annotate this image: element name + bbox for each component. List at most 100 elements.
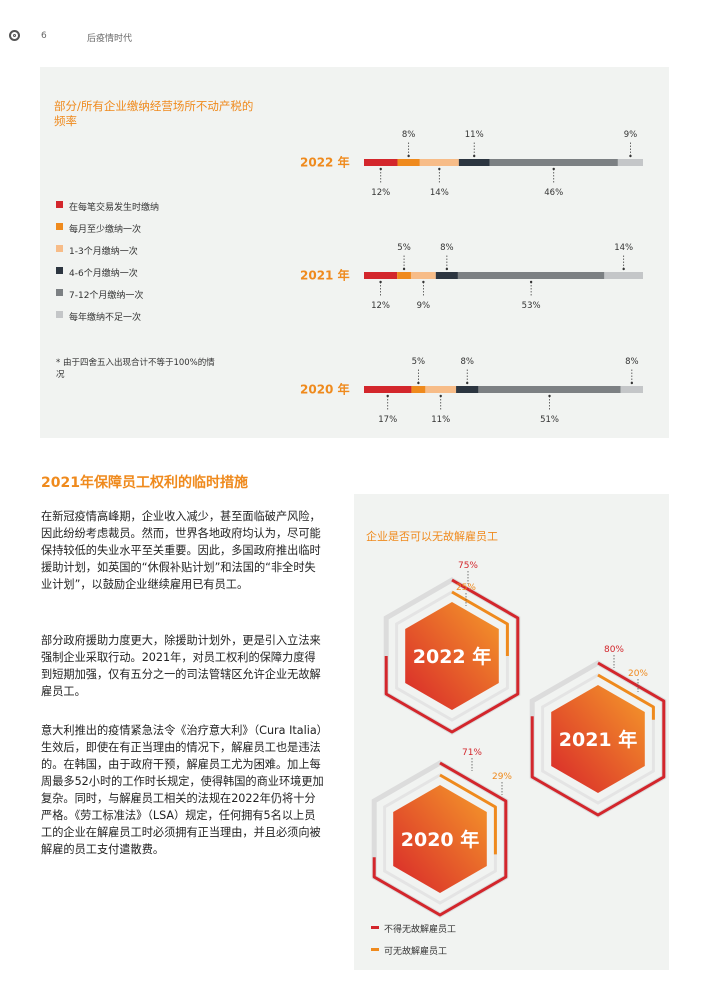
value-label: 12% [371, 188, 390, 198]
value-label: 11% [431, 415, 450, 425]
section-title: 2021年保障员工权利的临时措施 [41, 475, 248, 491]
cannot-dismiss-value: 71% [462, 748, 482, 758]
value-label: 8% [440, 243, 454, 253]
bar-segment [456, 386, 479, 393]
bar-segment [604, 272, 643, 279]
body-paragraph: 在新冠疫情高峰期，企业收入减少，甚至面临破产风险，因此纷纷考虑裁员。然而，世界各… [41, 510, 321, 591]
hex-year-label: 2020 年 [401, 828, 480, 851]
value-label: 8% [460, 357, 474, 367]
page-number: 6 [41, 31, 47, 41]
leader-dot [445, 267, 449, 271]
category-label: 2021 年 [300, 268, 350, 283]
tax-frequency-panel: 部分/所有企业缴纳经营场所不动产税的频率 在每笔交易发生时缴纳 每月至少缴纳一次… [40, 67, 669, 438]
leader-dot [402, 267, 406, 271]
bar-segment [435, 272, 458, 279]
value-label: 14% [614, 243, 633, 253]
leader-dot [438, 167, 441, 171]
dismissal-panel: 企业是否可以无故解雇员工 2022 年 75% 25% 2021 年 80% 20% 202… [354, 494, 669, 970]
bar-segment [478, 386, 621, 393]
cannot-dismiss-arc [530, 661, 666, 817]
hex-year-label: 2021 年 [559, 728, 638, 751]
cannot-dismiss-arc [384, 578, 520, 734]
bar-segment [411, 386, 426, 393]
leader-dot [379, 167, 382, 171]
value-label: 8% [625, 357, 639, 367]
can-dismiss-arc [451, 590, 509, 656]
value-label: 9% [417, 301, 431, 311]
dismissal-title: 企业是否可以无故解雇员工 [366, 530, 498, 543]
stacked-bar-chart: 2022 年 12% 8% 14% 11% 46% 9% 2021 年 12% 5% 9% 8% 53%… [300, 130, 643, 425]
bar-segment [425, 386, 457, 393]
legend-label: 可无故解雇员工 [384, 947, 448, 957]
running-title: 后疫情时代 [87, 34, 133, 44]
leader-dot [466, 381, 469, 385]
legend-swatch [56, 289, 63, 296]
leader-dot [630, 381, 634, 385]
bar-segment [397, 272, 411, 279]
leader-dot [439, 394, 442, 398]
compass-icon [9, 30, 20, 41]
year-hexagon [405, 602, 499, 710]
bar-segment [620, 386, 643, 393]
value-label: 9% [624, 130, 638, 140]
legend-label: 每年缴纳不足一次 [69, 313, 142, 323]
bar-segment [458, 159, 490, 166]
body-paragraph: 部分政府援助力度更大，除援助计划外，更是引入立法来强制企业采取行动。2021年，… [41, 634, 321, 698]
legend-swatch [56, 311, 63, 318]
bar-segment [419, 159, 459, 166]
value-label: 17% [378, 415, 397, 425]
legend-swatch [56, 223, 63, 230]
leader-dot [473, 154, 476, 158]
leader-dot [422, 280, 425, 284]
bar-segment [364, 159, 398, 166]
legend-label: 不得无故解雇员工 [384, 925, 457, 935]
legend-swatch [56, 267, 63, 274]
bar-segment [397, 159, 420, 166]
leader-dot [629, 154, 632, 158]
legend-swatch [371, 926, 379, 929]
hex-year-label: 2022 年 [413, 645, 492, 668]
bar-segment [457, 272, 605, 279]
cannot-dismiss-value: 75% [458, 561, 478, 571]
value-label: 5% [397, 243, 411, 253]
legend-swatch [56, 245, 63, 252]
leader-dot [386, 394, 389, 398]
legend-label: 在每笔交易发生时缴纳 [69, 203, 160, 213]
value-label: 8% [402, 130, 416, 140]
value-label: 51% [540, 415, 559, 425]
leader-dot [552, 167, 555, 171]
hexagon-chart: 2022 年 75% 25% 2021 年 80% 20% 2020 年 71% 29% [371, 561, 667, 918]
value-label: 11% [465, 130, 484, 140]
cannot-dismiss-value: 80% [604, 645, 624, 655]
can-dismiss-value: 29% [492, 772, 512, 782]
category-label: 2020 年 [300, 382, 350, 397]
bar-segment [617, 159, 643, 166]
can-dismiss-value: 25% [456, 583, 476, 593]
leader-dot [379, 280, 382, 284]
legend-label: 4-6个月缴纳一次 [69, 269, 138, 279]
legend-swatch [371, 948, 379, 951]
value-label: 5% [412, 357, 426, 367]
category-label: 2022 年 [300, 155, 350, 170]
body-paragraph: 意大利推出的疫情紧急法令《治疗意大利》（Cura Italia）生效后，即使在有… [41, 724, 324, 856]
leader-dot [529, 280, 533, 284]
year-hexagon [393, 785, 487, 893]
can-dismiss-arc [439, 773, 497, 855]
chart-title: 部分/所有企业缴纳经营场所不动产税的频率 [54, 99, 254, 128]
legend-label: 7-12个月缴纳一次 [69, 291, 144, 301]
legend-label: 每月至少缴纳一次 [69, 225, 142, 235]
can-dismiss-arc [597, 673, 655, 720]
chart-footnote: * 由于四舍五入出现合计不等于100%的情况 [56, 358, 215, 380]
leader-dot [622, 267, 625, 271]
bar-segment [410, 272, 436, 279]
bar-segment [364, 272, 398, 279]
leader-dot [548, 394, 551, 398]
legend-label: 1-3个月缴纳一次 [69, 247, 138, 257]
cannot-dismiss-arc [372, 761, 508, 917]
value-label: 53% [522, 301, 541, 311]
legend-swatch [56, 201, 63, 208]
leader-dot [417, 381, 420, 385]
value-label: 14% [430, 188, 449, 198]
can-dismiss-value: 20% [628, 669, 648, 679]
bar-segment [489, 159, 618, 166]
